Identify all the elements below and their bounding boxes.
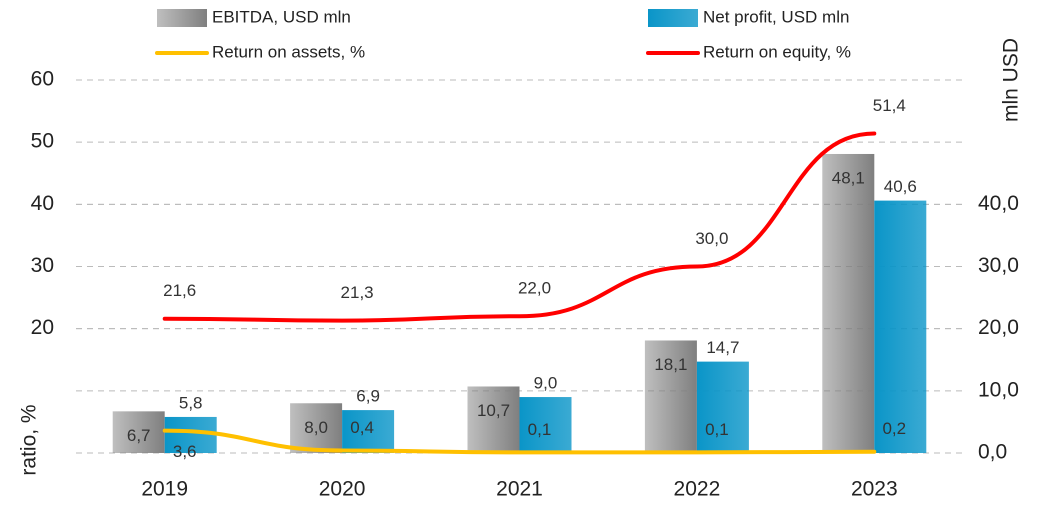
data-label: 6,7: [127, 426, 151, 445]
data-label: 0,1: [705, 420, 729, 439]
legend-swatch: [157, 9, 207, 27]
y2-tick-label: 20,0: [978, 316, 1019, 339]
y2-tick-label: 0,0: [978, 441, 1007, 464]
y2-tick-label: 40,0: [978, 192, 1019, 215]
bar: [696, 361, 749, 453]
data-label: 9,0: [534, 374, 558, 393]
data-label: 21,6: [163, 281, 196, 300]
data-label: 21,3: [341, 283, 374, 302]
data-label: 48,1: [832, 168, 865, 187]
data-label: 30,0: [695, 229, 728, 248]
bar: [519, 397, 572, 453]
legend-label: Net profit, USD mln: [703, 7, 849, 26]
y2-tick-label: 30,0: [978, 254, 1019, 277]
data-label: 22,0: [518, 279, 551, 298]
data-label: 40,6: [884, 177, 917, 196]
y-tick-label: 20: [31, 316, 54, 339]
y2-axis-title: mln USD: [1000, 38, 1023, 122]
legend-label: Return on equity, %: [703, 42, 851, 61]
x-tick-label: 2021: [496, 478, 543, 501]
legend-swatch: [648, 9, 698, 27]
bar: [644, 340, 697, 453]
bar: [290, 403, 343, 453]
data-label: 0,4: [350, 418, 374, 437]
data-label: 10,7: [477, 401, 510, 420]
x-tick-label: 2023: [851, 478, 898, 501]
line: [162, 428, 877, 455]
y-tick-label: 40: [31, 192, 54, 215]
data-label: 18,1: [654, 355, 687, 374]
data-label: 6,9: [356, 387, 380, 406]
bar: [164, 416, 217, 453]
bar: [874, 200, 927, 453]
bar: [467, 386, 520, 453]
data-label: 3,6: [173, 442, 197, 461]
data-label: 5,8: [179, 393, 203, 412]
x-tick-label: 2022: [674, 478, 721, 501]
y-axis-title: ratio, %: [18, 404, 41, 475]
x-tick-label: 2020: [319, 478, 366, 501]
bar: [112, 411, 165, 453]
data-label: 51,4: [873, 96, 906, 115]
y-tick-label: 50: [31, 130, 54, 153]
data-label: 0,1: [528, 420, 552, 439]
y-tick-label: 30: [31, 254, 54, 277]
y2-tick-label: 10,0: [978, 378, 1019, 401]
data-label: 8,0: [304, 418, 328, 437]
line: [162, 131, 877, 323]
x-tick-label: 2019: [141, 478, 188, 501]
legend-label: Return on assets, %: [212, 42, 365, 61]
y-tick-label: 60: [31, 68, 54, 91]
bar: [822, 153, 875, 453]
data-label: 0,2: [882, 419, 906, 438]
data-label: 14,7: [706, 338, 739, 357]
legend-label: EBITDA, USD mln: [212, 7, 351, 26]
bar: [342, 410, 395, 453]
